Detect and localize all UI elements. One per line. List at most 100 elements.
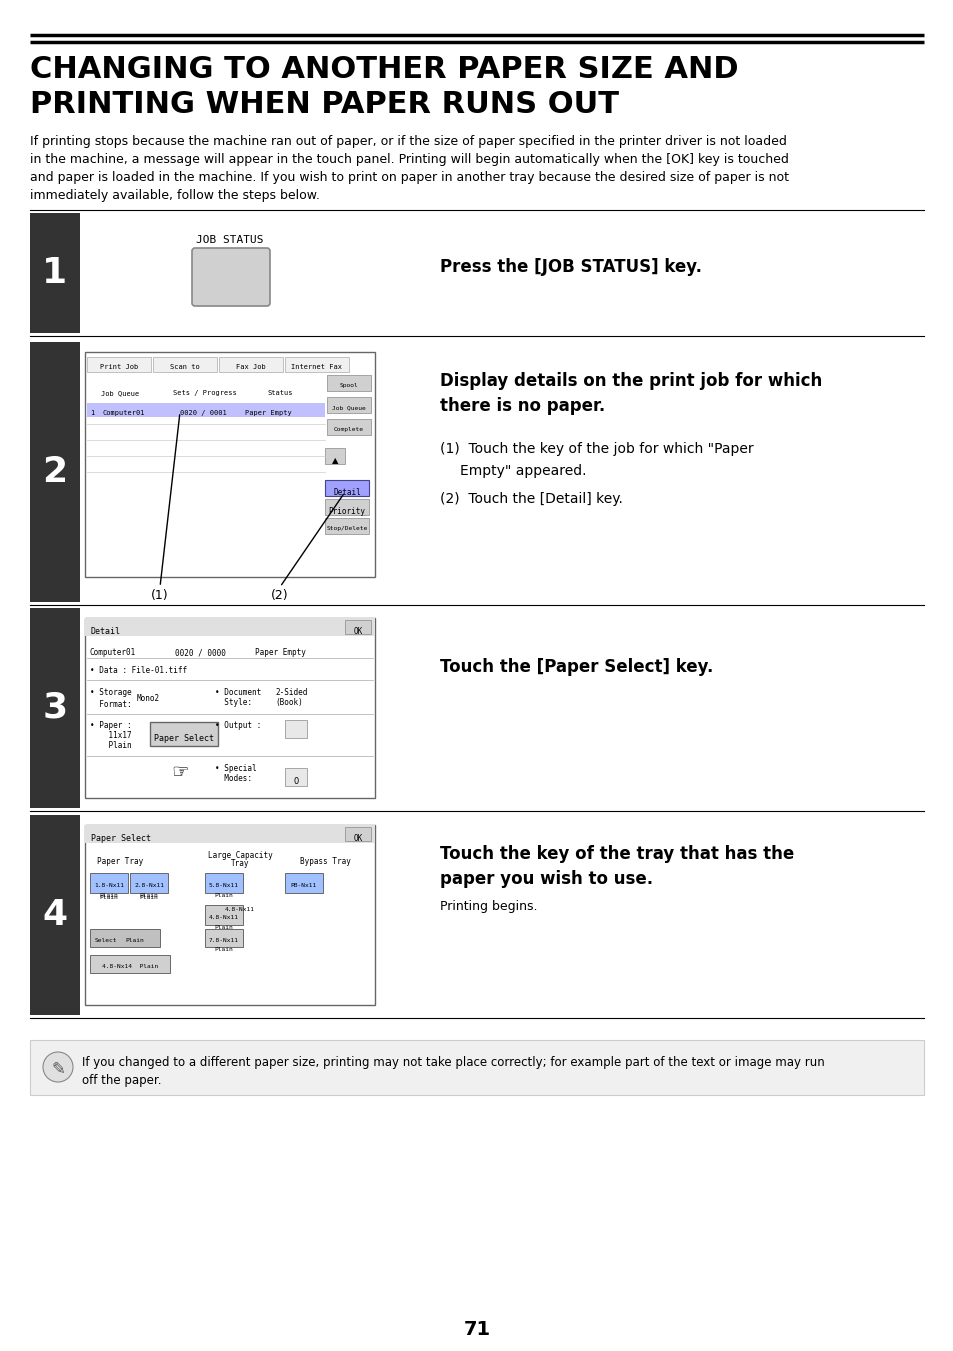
Bar	[30, 342, 80, 603]
Text: 5.8-Nx11: 5.8-Nx11	[209, 884, 239, 888]
Bar	[285, 767, 307, 786]
Text: 4: 4	[42, 898, 68, 932]
Text: • Data : File-01.tiff: • Data : File-01.tiff	[90, 666, 187, 676]
Text: • Document: • Document	[214, 688, 261, 697]
Text: Paper Select: Paper Select	[91, 834, 151, 843]
Text: If printing stops because the machine ran out of paper, or if the size of paper : If printing stops because the machine ra…	[30, 135, 788, 203]
Text: Plain: Plain	[125, 938, 144, 943]
Text: Stop/Delete: Stop/Delete	[326, 526, 367, 531]
Text: Format:: Format:	[90, 700, 132, 709]
Bar	[85, 825, 375, 1005]
Text: 4.8-Nx11: 4.8-Nx11	[225, 907, 254, 912]
Text: Plain: Plain	[214, 893, 233, 898]
Bar	[327, 419, 371, 435]
Text: 71: 71	[463, 1320, 490, 1339]
Bar	[85, 825, 375, 843]
Bar	[285, 357, 349, 372]
Bar	[30, 608, 80, 808]
Bar	[327, 397, 371, 413]
Text: ▲: ▲	[332, 457, 338, 465]
Text: JOB STATUS: JOB STATUS	[196, 235, 263, 245]
Text: Plain: Plain	[139, 893, 158, 898]
Bar	[85, 617, 375, 636]
Text: 3: 3	[42, 690, 68, 725]
Text: Computer01: Computer01	[103, 409, 146, 416]
Text: Plain: Plain	[90, 740, 132, 750]
Text: Style:: Style:	[214, 698, 252, 707]
Bar	[90, 955, 170, 973]
Bar	[285, 873, 323, 893]
Bar	[87, 357, 151, 372]
Text: Status: Status	[267, 390, 293, 396]
Text: Select: Select	[95, 938, 117, 943]
Text: Printing begins.: Printing begins.	[439, 900, 537, 913]
Text: 2: 2	[42, 455, 68, 489]
Text: If you changed to a different paper size, printing may not take place correctly;: If you changed to a different paper size…	[82, 1056, 824, 1088]
Bar	[85, 617, 375, 798]
Text: Print Job: Print Job	[100, 363, 138, 370]
Text: 4.8-Nx14  Plain: 4.8-Nx14 Plain	[102, 965, 158, 969]
Bar	[205, 905, 243, 925]
Text: Detail: Detail	[333, 488, 360, 497]
Text: Plain: Plain	[214, 947, 233, 952]
Text: (2): (2)	[271, 589, 289, 603]
Text: Internet Fax: Internet Fax	[292, 363, 342, 370]
Text: Paper Empty: Paper Empty	[245, 409, 292, 416]
Text: 7.8-Nx11: 7.8-Nx11	[209, 938, 239, 943]
Text: Plain: Plain	[99, 893, 118, 898]
Text: (1): (1)	[151, 589, 169, 603]
Text: Bypass Tray: Bypass Tray	[299, 857, 350, 866]
Text: PRINTING WHEN PAPER RUNS OUT: PRINTING WHEN PAPER RUNS OUT	[30, 91, 618, 119]
Text: • Special: • Special	[214, 765, 256, 773]
Text: 11x17: 11x17	[90, 731, 132, 740]
Text: Spool: Spool	[339, 382, 358, 388]
Bar	[325, 499, 369, 515]
Bar	[205, 873, 243, 893]
Text: 1.8-Nx11: 1.8-Nx11	[94, 884, 124, 888]
Text: Touch the [Paper Select] key.: Touch the [Paper Select] key.	[439, 658, 713, 676]
Bar	[90, 929, 160, 947]
Circle shape	[43, 1052, 73, 1082]
Text: Plain: Plain	[99, 894, 118, 900]
Text: Touch the key of the tray that has the: Touch the key of the tray that has the	[439, 844, 794, 863]
Text: Modes:: Modes:	[214, 774, 252, 784]
Bar	[130, 873, 168, 893]
Bar	[325, 449, 345, 463]
Bar	[325, 517, 369, 534]
Text: Priority: Priority	[328, 507, 365, 516]
Text: Display details on the print job for which: Display details on the print job for whi…	[439, 372, 821, 390]
Bar	[285, 720, 307, 738]
Text: Paper Empty: Paper Empty	[254, 648, 306, 657]
Text: Paper Select: Paper Select	[153, 734, 213, 743]
Bar	[345, 827, 371, 842]
Text: (1)  Touch the key of the job for which "Paper: (1) Touch the key of the job for which "…	[439, 442, 753, 457]
Bar	[150, 721, 218, 746]
Text: OK: OK	[353, 627, 362, 636]
Bar	[30, 815, 80, 1015]
Text: Sets / Progress: Sets / Progress	[172, 390, 236, 396]
Text: Press the [JOB STATUS] key.: Press the [JOB STATUS] key.	[439, 258, 701, 276]
Text: 4.8-Nx11: 4.8-Nx11	[209, 915, 239, 920]
Bar	[325, 480, 369, 496]
Text: • Storage: • Storage	[90, 688, 132, 697]
Text: Plain: Plain	[214, 925, 233, 929]
Text: PB-Nx11: PB-Nx11	[291, 884, 316, 888]
Bar	[90, 873, 128, 893]
Bar	[345, 620, 371, 634]
Text: Detail: Detail	[91, 627, 121, 636]
Text: 0: 0	[294, 777, 298, 786]
Bar	[30, 213, 80, 332]
Text: Scan to: Scan to	[170, 363, 200, 370]
Text: Job Queue: Job Queue	[332, 405, 366, 409]
Text: 2-Sided: 2-Sided	[274, 688, 307, 697]
Text: (Book): (Book)	[274, 698, 302, 707]
Bar	[87, 403, 325, 417]
Text: Empty" appeared.: Empty" appeared.	[459, 463, 586, 478]
Text: Fax Job: Fax Job	[236, 363, 266, 370]
Text: paper you wish to use.: paper you wish to use.	[439, 870, 653, 888]
Text: (2)  Touch the [Detail] key.: (2) Touch the [Detail] key.	[439, 492, 622, 507]
Bar	[219, 357, 283, 372]
Text: Complete: Complete	[334, 427, 364, 432]
Bar	[30, 1040, 923, 1096]
Bar	[205, 929, 243, 947]
